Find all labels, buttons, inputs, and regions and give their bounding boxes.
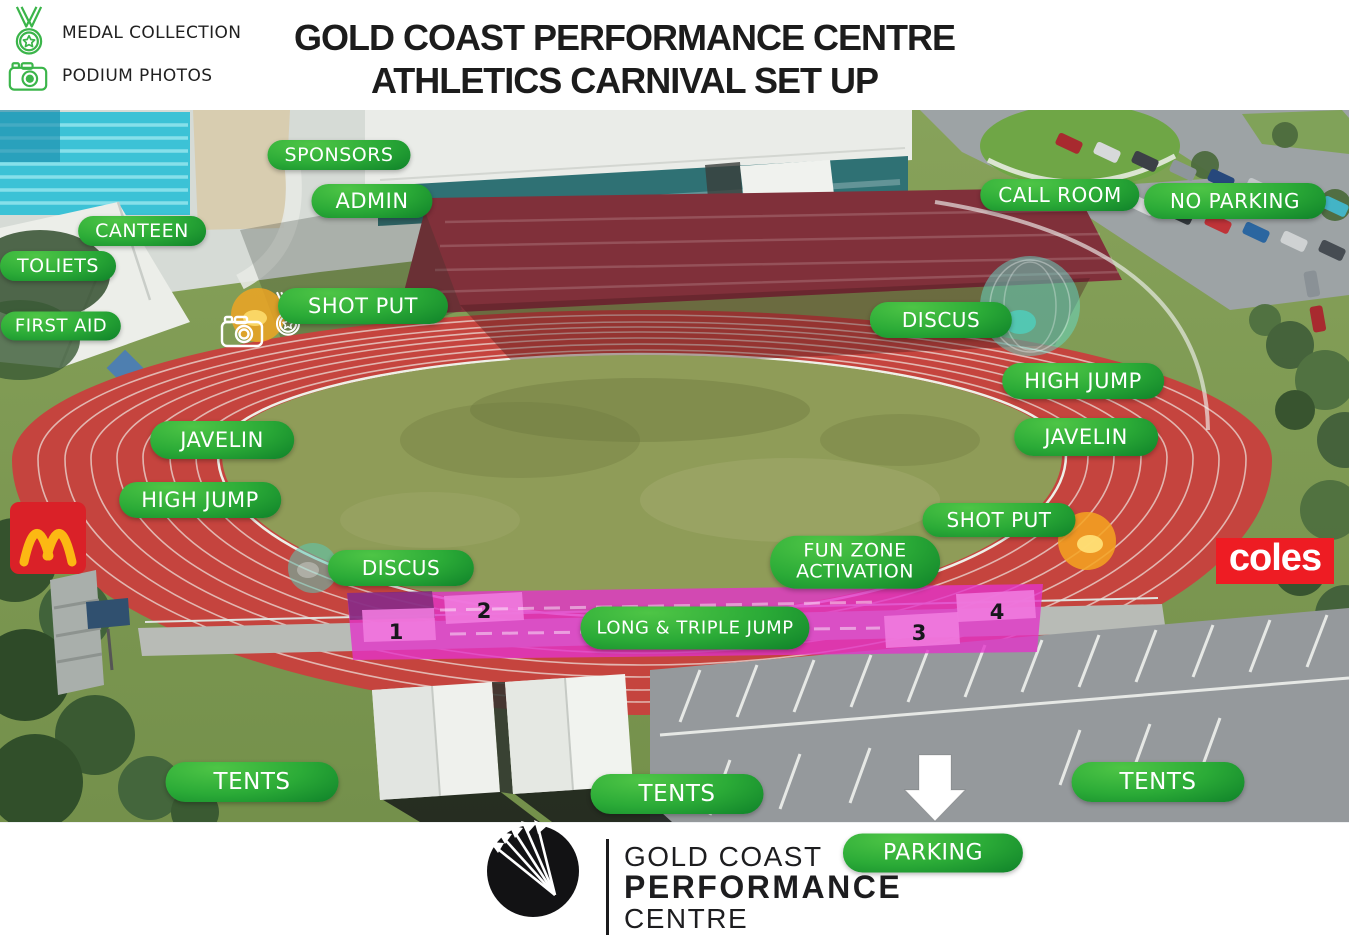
fence xyxy=(934,200,1210,431)
gcpc-logo xyxy=(487,820,579,917)
down-arrow-icon xyxy=(903,754,967,822)
medal-icon xyxy=(15,6,43,55)
legend-label: PODIUM PHOTOS xyxy=(62,66,213,86)
mcdonalds-logo xyxy=(10,502,86,574)
map-camera-icon xyxy=(220,315,264,348)
gcpc-line-3: CENTRE xyxy=(624,903,749,934)
label-shot-put-left: SHOT PUT xyxy=(277,288,449,324)
marquee-tents xyxy=(372,674,672,822)
header: MEDAL COLLECTION PODIUM PHOTOS GOLD COAS… xyxy=(0,0,1349,110)
camera-icon xyxy=(8,62,48,91)
label-high-jump-right: HIGH JUMP xyxy=(1002,363,1164,399)
label-fun-zone-activation: FUN ZONE ACTIVATION xyxy=(770,535,940,589)
label-canteen: CANTEEN xyxy=(78,216,206,246)
label-long-triple-jump: LONG & TRIPLE JUMP xyxy=(580,606,810,650)
label-admin: ADMIN xyxy=(311,184,433,218)
scoreboard xyxy=(86,598,130,629)
runway-number-4: 4 xyxy=(989,600,1005,624)
runway-number-3: 3 xyxy=(911,621,927,645)
grandstand-seating xyxy=(398,188,1122,315)
label-javelin-left: JAVELIN xyxy=(150,421,294,459)
label-shot-put-right: SHOT PUT xyxy=(922,503,1076,537)
label-call-room: CALL ROOM xyxy=(980,179,1140,211)
label-high-jump-left: HIGH JUMP xyxy=(119,482,281,518)
fun-zone-line-1: FUN ZONE xyxy=(803,539,907,562)
title-line-2: ATHLETICS CARNIVAL SET UP xyxy=(370,60,879,101)
aerial-photo: coles 1 2 3 4 xyxy=(0,110,1349,822)
label-parking: PARKING xyxy=(842,833,1024,873)
title-line-1: GOLD COAST PERFORMANCE CENTRE xyxy=(293,17,956,58)
coles-wordmark: coles xyxy=(1228,536,1322,579)
label-tents-right: TENTS xyxy=(1071,762,1245,802)
label-javelin-right: JAVELIN xyxy=(1014,418,1158,456)
label-discus-right: DISCUS xyxy=(869,302,1013,338)
legend-item-medal-collection: MEDAL COLLECTION xyxy=(10,6,241,60)
scoreboard-pole xyxy=(106,628,114,671)
gcpc-line-1: GOLD COAST xyxy=(624,841,823,872)
gcpc-wordmark: GOLD COAST PERFORMANCE CENTRE xyxy=(624,841,902,934)
label-tents-left: TENTS xyxy=(165,762,339,802)
fun-zone-line-2: ACTIVATION xyxy=(796,561,914,583)
label-no-parking: NO PARKING xyxy=(1144,183,1326,219)
legend-item-podium-photos: PODIUM PHOTOS xyxy=(8,60,212,92)
runway-number-2: 2 xyxy=(476,599,492,623)
label-tents-middle: TENTS xyxy=(590,774,764,814)
gcpc-line-2: PERFORMANCE xyxy=(624,869,903,905)
runway-number-1: 1 xyxy=(388,620,404,644)
logo-divider xyxy=(606,839,609,935)
footer: GOLD COAST PERFORMANCE CENTRE PARKING xyxy=(0,820,1349,949)
label-first-aid: FIRST AID xyxy=(0,311,122,341)
label-discus-left: DISCUS xyxy=(327,550,475,586)
label-toilets: TOLIETS xyxy=(0,251,116,281)
aerial-scene xyxy=(0,110,1349,822)
label-sponsors: SPONSORS xyxy=(267,140,411,170)
coles-logo: coles xyxy=(1216,536,1334,584)
poster-title: GOLD COAST PERFORMANCE CENTRE ATHLETICS … xyxy=(0,16,1249,102)
side-stand-steps xyxy=(53,598,103,664)
legend-label: MEDAL COLLECTION xyxy=(62,23,242,43)
